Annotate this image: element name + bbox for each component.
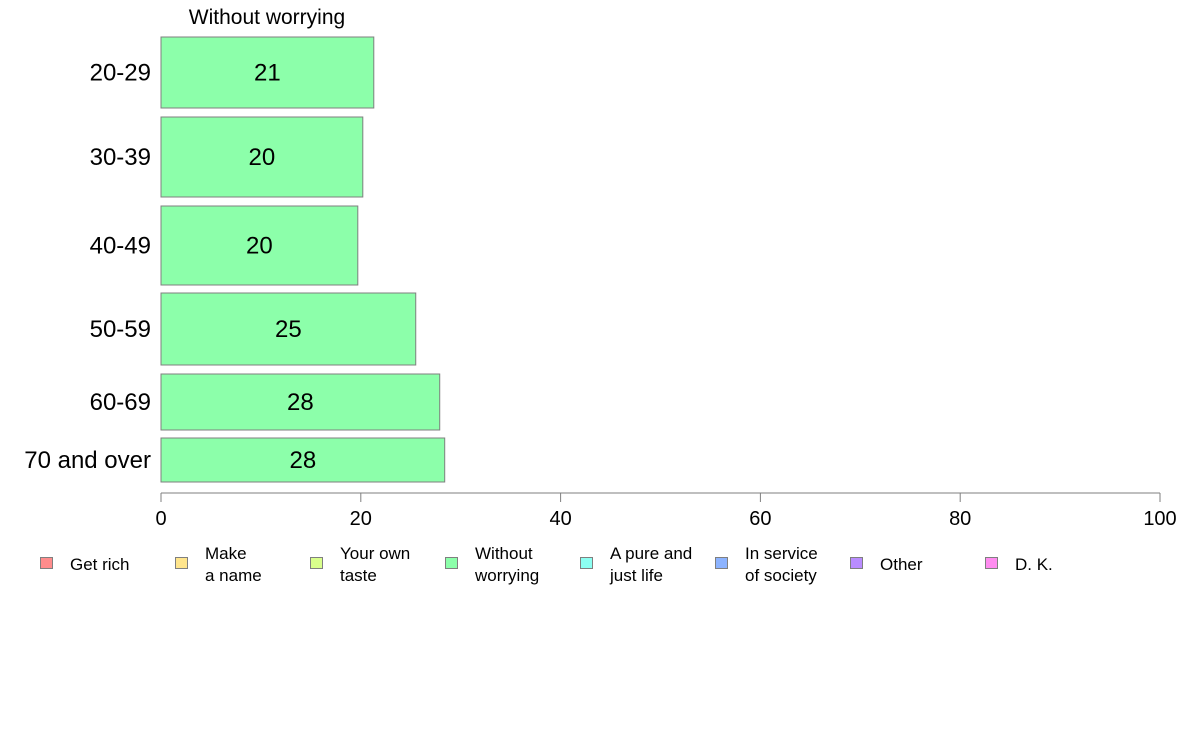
legend-swatch (40, 557, 53, 569)
y-axis-labels: 20-29 30-39 40-49 50-59 60-69 70 and over (24, 60, 151, 475)
legend-swatch (715, 557, 728, 569)
legend-swatch (985, 557, 998, 569)
bar-70-and-over (160, 437, 446, 483)
bar-50-59 (160, 292, 417, 366)
bar-60-69 (160, 373, 441, 431)
category-label: 70 and over (24, 447, 151, 474)
legend-label: Get rich (70, 555, 130, 574)
x-tick-label: 40 (549, 508, 571, 530)
chart-title: Without worrying (189, 6, 345, 29)
bars-group: 21 20 20 25 28 28 (160, 36, 446, 483)
legend-label: D. K. (1015, 555, 1053, 574)
bar-40-49 (160, 205, 359, 286)
x-axis: 0 20 40 60 80 100 (155, 492, 1177, 530)
bar-value-label: 20 (246, 233, 273, 260)
bar-chart: Without worrying 21 20 20 25 28 28 20-29 30-39… (24, 6, 1177, 530)
x-tick-label: 80 (949, 508, 971, 530)
bar-value-label: 20 (249, 144, 276, 171)
bar-30-39 (160, 116, 364, 198)
category-label: 40-49 (90, 233, 151, 260)
legend-swatch (580, 557, 593, 569)
category-label: 50-59 (90, 316, 151, 343)
x-tick-label: 0 (155, 508, 166, 530)
bar-value-label: 21 (254, 60, 281, 87)
x-tick-label: 60 (749, 508, 771, 530)
bar-20-29 (160, 36, 375, 109)
category-label: 20-29 (90, 60, 151, 87)
x-tick-label: 100 (1143, 508, 1176, 530)
x-tick-label: 20 (350, 508, 372, 530)
legend-label: Other (880, 555, 923, 574)
category-label: 30-39 (90, 144, 151, 171)
legend-swatch (175, 557, 188, 569)
legend-label: Your own taste (340, 544, 411, 585)
legend-label: Make a name (205, 544, 262, 585)
bar-value-label: 28 (290, 447, 317, 474)
legend-swatch (310, 557, 323, 569)
legend-label: Without worrying (475, 544, 540, 585)
category-label: 60-69 (90, 389, 151, 416)
bar-value-label: 28 (287, 389, 314, 416)
bar-value-label: 25 (275, 316, 302, 343)
legend-label: In service of society (745, 544, 818, 585)
legend: Get rich Make a name Your own taste Without… (0, 540, 1188, 600)
legend-swatch (850, 557, 863, 569)
legend-label: A pure and just life (610, 544, 693, 585)
legend-swatch (445, 557, 458, 569)
